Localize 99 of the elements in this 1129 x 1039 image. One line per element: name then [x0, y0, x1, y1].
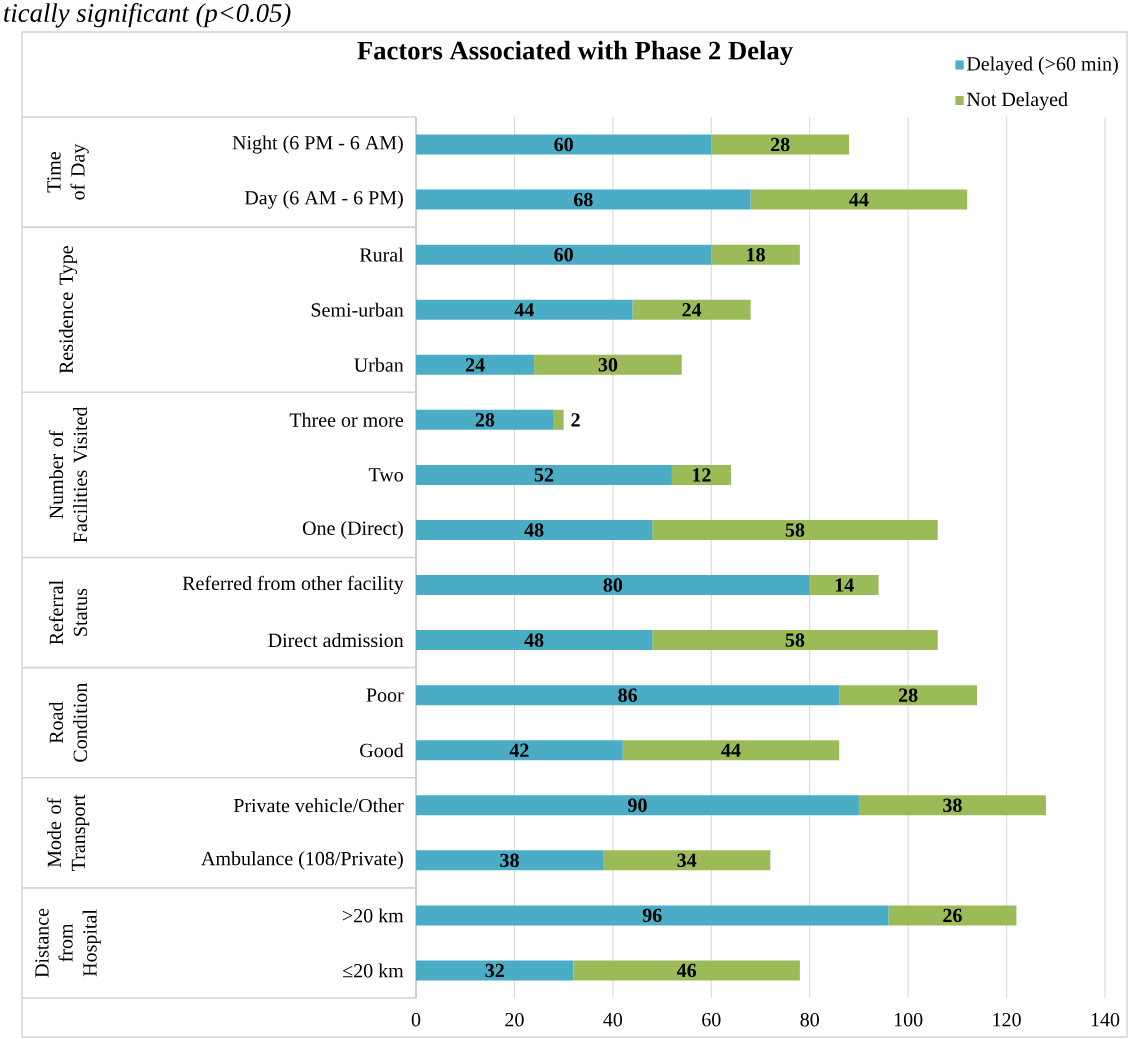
text: Time of Day	[47, 143, 89, 200]
y-tick-label: Good	[360, 743, 404, 758]
bar	[416, 960, 574, 981]
bar	[416, 409, 554, 430]
chart-title: Factors Associated with Phase 2 Delay	[357, 40, 793, 66]
y-tick-label: Semi-urban	[311, 302, 404, 317]
data-label: 96	[642, 908, 662, 923]
bar	[711, 134, 850, 155]
x-tick-label: 100	[894, 1012, 923, 1027]
bar	[622, 740, 840, 761]
y-tick-label: Two	[368, 468, 403, 482]
data-label: 44	[849, 193, 869, 207]
legend-label: Not Delayed	[966, 92, 1068, 111]
data-label: 14	[835, 578, 854, 592]
text: Residence Type	[58, 246, 78, 374]
bar	[416, 740, 623, 761]
data-label: 46	[676, 963, 697, 978]
text: Road Condition	[48, 682, 88, 762]
x-tick-label: 60	[702, 1012, 721, 1027]
text: tically significant (p<0.05)	[4, 2, 291, 28]
data-label: 42	[509, 743, 529, 757]
bar	[839, 685, 978, 706]
bar	[603, 850, 771, 871]
data-label: 68	[574, 192, 593, 207]
bar	[534, 354, 682, 375]
bar	[416, 464, 672, 485]
data-label: 26	[943, 908, 962, 923]
y-tick-label: Night (6 PM - 6 AM)	[232, 135, 403, 154]
bar	[416, 685, 840, 706]
data-label: 2	[571, 413, 580, 427]
y-tick-label: Referred from other facility	[182, 575, 404, 595]
bar	[750, 189, 968, 210]
text: Number of Facilities Visited	[48, 406, 88, 543]
data-label: 44	[721, 743, 741, 757]
x-tick-label: 40	[603, 1012, 623, 1027]
data-label: 86	[618, 688, 638, 702]
y-tick-label: Private vehicle/Other	[233, 798, 404, 813]
data-label: 30	[598, 358, 618, 372]
data-label: 12	[693, 468, 711, 482]
legend-label: Delayed (>60 min)	[966, 56, 1118, 75]
bar	[671, 464, 731, 485]
text: Referral Status	[48, 580, 88, 645]
bar	[416, 795, 859, 816]
y-tick-label: ≤20 km	[343, 963, 404, 978]
x-tick-label: 20	[505, 1012, 524, 1027]
data-label: 28	[771, 137, 790, 152]
bar	[858, 795, 1046, 816]
data-label: 44	[514, 303, 534, 317]
bar	[416, 244, 712, 265]
y-tick-label: >20 km	[342, 908, 404, 923]
y-tick-label: Direct admission	[268, 633, 404, 648]
data-label: 38	[943, 798, 962, 813]
data-label: 58	[785, 633, 805, 647]
bar	[809, 575, 879, 596]
y-tick-label: One (Direct)	[302, 520, 403, 540]
bar	[416, 134, 712, 155]
bar	[416, 519, 653, 540]
data-label: 32	[485, 963, 504, 978]
bar	[711, 244, 800, 265]
x-tick-label: 140	[1091, 1012, 1120, 1027]
data-label: 28	[475, 413, 495, 427]
y-tick-label: Rural	[359, 247, 404, 262]
data-label: 34	[677, 853, 697, 868]
y-tick-label: Poor	[366, 688, 404, 702]
text: Mode of Transport	[46, 794, 90, 871]
bar	[573, 960, 800, 981]
x-tick-label: 0	[411, 1012, 421, 1027]
bar	[652, 630, 938, 651]
bar	[416, 354, 535, 375]
y-tick-label: Day (6 AM - 6 PM)	[244, 190, 403, 209]
data-label: 18	[747, 247, 765, 262]
data-label: 24	[682, 303, 702, 317]
bar	[416, 630, 653, 651]
bar	[416, 189, 751, 210]
data-label: 58	[785, 523, 805, 537]
bar	[553, 409, 564, 430]
bar	[416, 905, 889, 926]
bar	[416, 299, 633, 320]
data-label: 28	[898, 688, 918, 702]
y-tick-label: Three or more	[289, 412, 404, 427]
x-tick-label: 80	[800, 1012, 819, 1027]
text: Distance from Hospital	[35, 908, 101, 978]
y-tick-label: Ambulance (108/Private)	[201, 851, 403, 870]
y-tick-label: Urban	[354, 357, 404, 372]
bar	[632, 299, 751, 320]
bar	[416, 575, 810, 596]
bar	[652, 519, 938, 540]
data-label: 60	[554, 137, 573, 152]
data-label: 60	[554, 247, 573, 262]
data-label: 52	[534, 468, 554, 482]
data-label: 48	[524, 633, 544, 647]
data-label: 24	[465, 358, 485, 372]
data-label: 90	[628, 798, 647, 813]
bar	[888, 905, 1017, 926]
data-label: 38	[500, 853, 519, 868]
data-label: 48	[524, 523, 544, 537]
bar	[416, 850, 604, 871]
data-label: 80	[603, 578, 623, 592]
x-tick-label: 120	[993, 1012, 1021, 1027]
